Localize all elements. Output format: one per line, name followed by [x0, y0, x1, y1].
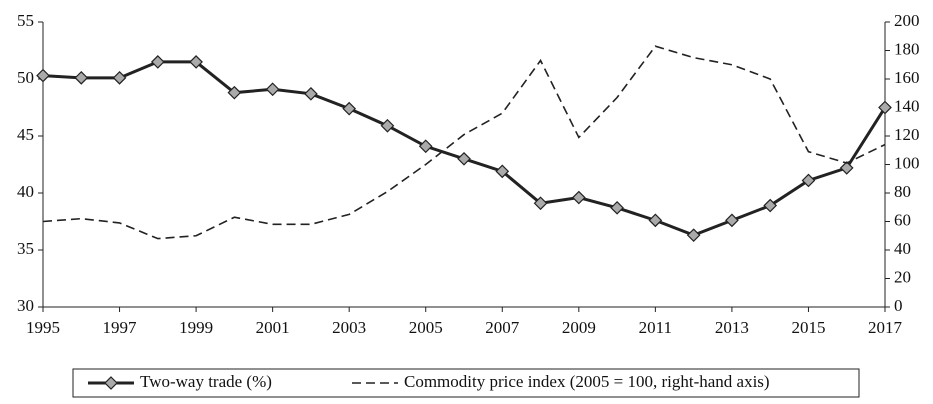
marker — [457, 151, 471, 166]
marker — [150, 55, 165, 69]
y2-tick-label: 200 — [894, 11, 920, 30]
marker — [839, 161, 854, 175]
y2-tick-label: 100 — [894, 153, 920, 172]
x-tick-label: 2005 — [409, 318, 443, 337]
y2-tick-label: 140 — [894, 96, 920, 115]
y-tick-label: 50 — [17, 68, 34, 87]
x-tick-label: 2013 — [715, 318, 749, 337]
y2-tick-label: 80 — [894, 182, 911, 201]
x-tick-label: 1997 — [103, 318, 138, 337]
x-tick-label: 2003 — [332, 318, 366, 337]
marker — [686, 228, 701, 243]
y2-tick-label: 180 — [894, 39, 920, 58]
marker — [801, 173, 816, 188]
marker — [610, 200, 624, 215]
marker — [648, 213, 663, 228]
x-tick-label: 2009 — [562, 318, 596, 337]
marker — [533, 196, 548, 211]
y2-tick-label: 60 — [894, 210, 911, 229]
x-tick-label: 2011 — [639, 318, 672, 337]
marker — [571, 190, 586, 205]
marker — [878, 100, 892, 115]
legend-label: Commodity price index (2005 = 100, right… — [404, 372, 770, 391]
marker — [418, 139, 433, 154]
y-tick-label: 45 — [17, 125, 34, 144]
y-tick-label: 30 — [17, 296, 34, 315]
marker — [189, 55, 203, 69]
legend-label: Two-way trade (%) — [140, 372, 272, 391]
x-tick-label: 2017 — [868, 318, 903, 337]
marker — [265, 82, 280, 97]
y2-tick-label: 40 — [894, 239, 911, 258]
marker — [112, 71, 127, 85]
y2-tick-label: 0 — [894, 296, 903, 315]
marker — [763, 198, 778, 213]
x-tick-label: 2001 — [256, 318, 290, 337]
marker — [495, 164, 510, 179]
legend-marker — [104, 376, 118, 390]
series-line — [42, 45, 886, 240]
marker — [725, 213, 739, 228]
series-line — [42, 60, 887, 237]
y-tick-label: 35 — [17, 239, 34, 258]
y-tick-label: 55 — [17, 11, 34, 30]
y2-tick-label: 20 — [894, 267, 911, 286]
y2-tick-label: 160 — [894, 68, 920, 87]
marker — [74, 71, 89, 85]
marker — [380, 118, 395, 133]
x-tick-label: 2007 — [485, 318, 520, 337]
marker — [36, 68, 50, 83]
marker — [342, 101, 357, 116]
x-tick-label: 1999 — [179, 318, 213, 337]
legend-box — [72, 368, 860, 398]
x-tick-label: 1995 — [26, 318, 60, 337]
x-tick-label: 2015 — [791, 318, 825, 337]
y-tick-label: 40 — [17, 182, 34, 201]
y2-tick-label: 120 — [894, 125, 920, 144]
marker — [304, 86, 318, 101]
marker — [227, 85, 242, 100]
